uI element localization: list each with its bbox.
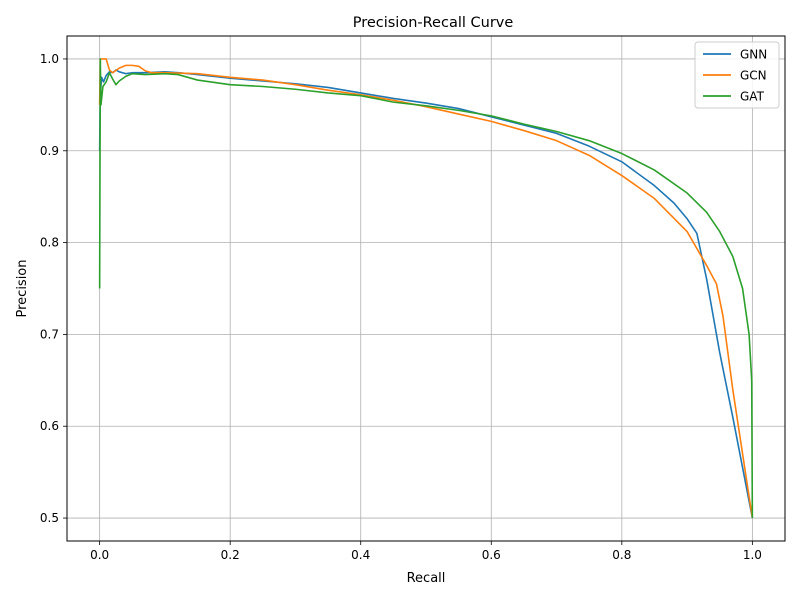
series-lines: [98, 58, 754, 519]
legend: GNN GCN GAT: [694, 41, 780, 109]
y-tick-label: 1.0: [40, 52, 59, 66]
x-tick-label: 0.0: [90, 548, 109, 562]
legend-label-gnn: GNN: [740, 48, 767, 62]
y-tick-label: 0.9: [40, 144, 59, 158]
y-axis-ticks: 0.5 0.6 0.7 0.8 0.9 1.0: [40, 52, 67, 525]
legend-box: [694, 41, 780, 109]
legend-label-gat: GAT: [740, 90, 765, 104]
series-line-gat: [98, 58, 754, 519]
y-tick-label: 0.5: [40, 511, 59, 525]
legend-label-gcn: GCN: [740, 69, 767, 83]
grid: [67, 36, 785, 541]
x-tick-label: 0.8: [612, 548, 631, 562]
chart-title: Precision-Recall Curve: [353, 15, 514, 31]
y-tick-label: 0.8: [40, 236, 59, 250]
x-axis-ticks: 0.0 0.2 0.4 0.6 0.8 1.0: [90, 541, 762, 562]
series-line-gcn: [98, 58, 754, 519]
y-tick-label: 0.7: [40, 327, 59, 341]
y-tick-label: 0.6: [40, 419, 59, 433]
plot-frame: [66, 35, 786, 542]
x-tick-label: 1.0: [743, 548, 762, 562]
x-tick-label: 0.6: [482, 548, 501, 562]
x-tick-label: 0.4: [351, 548, 370, 562]
x-tick-label: 0.2: [221, 548, 240, 562]
x-axis-label: Recall: [407, 571, 446, 586]
y-axis-label: Precision: [15, 259, 30, 317]
